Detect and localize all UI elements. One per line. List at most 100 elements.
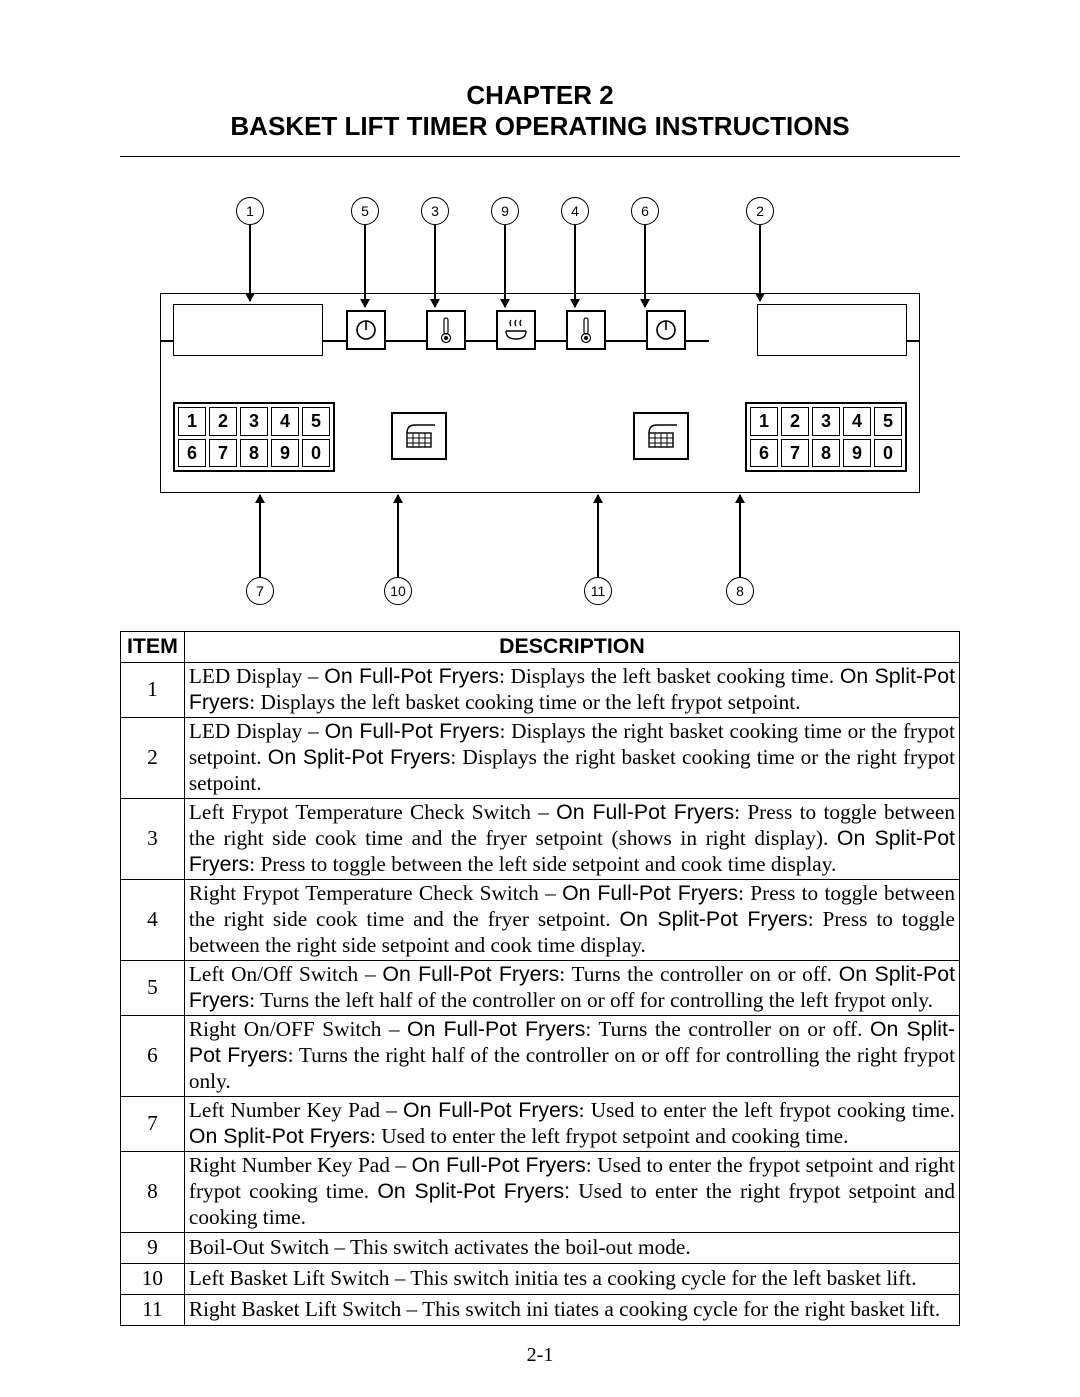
header-rule [120,156,960,157]
basket-icon [643,421,679,451]
item-description: Right Frypot Temperature Check Switch – … [184,880,959,961]
callout-7: 7 [246,577,274,605]
table-row: 11Right Basket Lift Switch – This switch… [121,1294,960,1325]
item-number: 3 [121,799,185,880]
table-row: 3Left Frypot Temperature Check Switch – … [121,799,960,880]
arrow-6 [644,225,645,307]
item-description: Right On/OFF Switch – On Full-Pot Fryers… [184,1015,959,1096]
right-keypad[interactable]: 1 2 3 4 5 6 7 8 9 0 [745,402,907,472]
item-description: LED Display – On Full-Pot Fryers: Displa… [184,718,959,799]
power-icon [654,318,678,342]
arrow-5 [364,225,365,307]
item-number: 4 [121,880,185,961]
item-number: 5 [121,961,185,1016]
controller-panel: 1 2 3 4 5 6 7 8 9 0 1 2 3 4 [160,293,920,493]
power-icon [354,318,378,342]
chapter-number: CHAPTER 2 [120,80,960,111]
key[interactable]: 0 [874,439,902,468]
callout-11: 11 [584,577,612,605]
key[interactable]: 1 [178,407,206,436]
table-row: 7Left Number Key Pad – On Full-Pot Fryer… [121,1096,960,1151]
right-temp-check-switch[interactable] [566,310,606,350]
callout-9: 9 [491,197,519,225]
key[interactable]: 3 [812,407,840,436]
key[interactable]: 4 [843,407,871,436]
key[interactable]: 5 [874,407,902,436]
callout-1: 1 [236,197,264,225]
item-number: 10 [121,1263,185,1294]
arrow-10 [397,495,398,577]
item-description: Left Frypot Temperature Check Switch – O… [184,799,959,880]
left-basket-lift-switch[interactable] [391,412,447,460]
callout-5: 5 [351,197,379,225]
arrow-1 [249,225,250,301]
key[interactable]: 2 [209,407,237,436]
right-basket-lift-switch[interactable] [633,412,689,460]
page-number: 2-1 [0,1344,1080,1367]
arrow-3 [434,225,435,307]
key[interactable]: 8 [812,439,840,468]
key[interactable]: 0 [302,439,330,468]
key[interactable]: 7 [209,439,237,468]
left-onoff-switch[interactable] [346,310,386,350]
item-description: Left On/Off Switch – On Full-Pot Fryers:… [184,961,959,1016]
key[interactable]: 5 [302,407,330,436]
led-display-left [173,304,323,356]
key[interactable]: 7 [781,439,809,468]
arrow-8 [739,495,740,577]
key[interactable]: 6 [178,439,206,468]
item-number: 8 [121,1151,185,1232]
boilout-icon [502,317,530,343]
item-description: Left Number Key Pad – On Full-Pot Fryers… [184,1096,959,1151]
controller-diagram: 1 5 3 9 4 6 2 7 10 11 8 [120,197,960,607]
col-desc: DESCRIPTION [184,632,959,663]
table-row: 4Right Frypot Temperature Check Switch –… [121,880,960,961]
item-description: Right Basket Lift Switch – This switch i… [184,1294,959,1325]
key[interactable]: 4 [271,407,299,436]
arrow-11 [597,495,598,577]
key[interactable]: 8 [240,439,268,468]
key[interactable]: 9 [843,439,871,468]
item-description: Right Number Key Pad – On Full-Pot Fryer… [184,1151,959,1232]
table-row: 1LED Display – On Full-Pot Fryers: Displ… [121,663,960,718]
callout-4: 4 [561,197,589,225]
table-row: 9Boil-Out Switch – This switch activates… [121,1232,960,1263]
item-number: 7 [121,1096,185,1151]
item-number: 1 [121,663,185,718]
boilout-switch[interactable] [496,310,536,350]
table-row: 6Right On/OFF Switch – On Full-Pot Fryer… [121,1015,960,1096]
right-onoff-switch[interactable] [646,310,686,350]
led-display-right [757,304,907,356]
arrow-2 [759,225,760,301]
key[interactable]: 6 [750,439,778,468]
table-row: 5Left On/Off Switch – On Full-Pot Fryers… [121,961,960,1016]
thermometer-icon [436,316,456,344]
callout-6: 6 [631,197,659,225]
col-item: ITEM [121,632,185,663]
item-description: Boil-Out Switch – This switch activates … [184,1232,959,1263]
callout-2: 2 [746,197,774,225]
item-description: Left Basket Lift Switch – This switch in… [184,1263,959,1294]
arrow-4 [574,225,575,307]
callout-8: 8 [726,577,754,605]
key[interactable]: 2 [781,407,809,436]
key[interactable]: 1 [750,407,778,436]
item-description: LED Display – On Full-Pot Fryers: Displa… [184,663,959,718]
chapter-header: CHAPTER 2 BASKET LIFT TIMER OPERATING IN… [120,80,960,142]
arrow-9 [504,225,505,307]
item-number: 2 [121,718,185,799]
description-table: ITEM DESCRIPTION 1LED Display – On Full-… [120,631,960,1325]
key[interactable]: 3 [240,407,268,436]
arrow-7 [259,495,260,577]
left-keypad[interactable]: 1 2 3 4 5 6 7 8 9 0 [173,402,335,472]
callout-10: 10 [384,577,412,605]
thermometer-icon [576,316,596,344]
item-number: 6 [121,1015,185,1096]
left-temp-check-switch[interactable] [426,310,466,350]
item-number: 11 [121,1294,185,1325]
key[interactable]: 9 [271,439,299,468]
table-row: 2LED Display – On Full-Pot Fryers: Displ… [121,718,960,799]
basket-icon [401,421,437,451]
table-row: 10Left Basket Lift Switch – This switch … [121,1263,960,1294]
table-row: 8Right Number Key Pad – On Full-Pot Frye… [121,1151,960,1232]
